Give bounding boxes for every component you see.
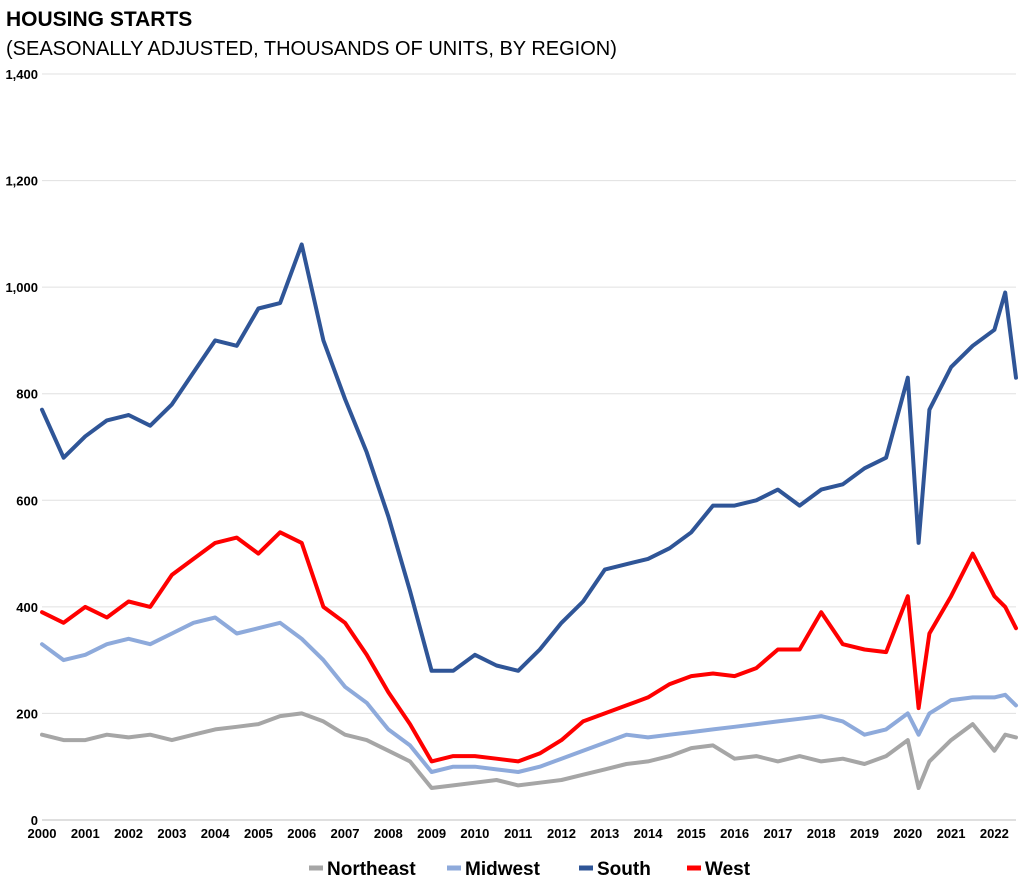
x-tick-label: 2012: [547, 826, 576, 841]
legend: Northeast Midwest South West: [309, 859, 751, 880]
legend-label-south: South: [597, 859, 651, 880]
x-tick-label: 2005: [244, 826, 273, 841]
legend-label-midwest: Midwest: [465, 859, 541, 880]
x-tick-label: 2010: [460, 826, 489, 841]
y-tick-label: 800: [16, 387, 38, 402]
y-tick-label: 1,000: [5, 280, 38, 295]
x-tick-label: 2018: [807, 826, 836, 841]
x-tick-label: 2019: [850, 826, 879, 841]
x-tick-label: 2011: [504, 826, 532, 841]
x-tick-label: 2001: [71, 826, 100, 841]
x-tick-label: 2003: [157, 826, 186, 841]
x-axis-ticks: 2000 2001 2002 2003 2004 2005 2006 2007 2008 2009…: [28, 826, 1009, 841]
series-line-midwest: [40, 615, 1018, 774]
x-tick-label: 2015: [677, 826, 706, 841]
x-tick-label: 2000: [28, 826, 57, 841]
legend-label-west: West: [705, 859, 751, 880]
y-tick-label: 1,200: [5, 174, 38, 189]
x-tick-label: 2020: [893, 826, 922, 841]
series-line-south: [40, 242, 1018, 673]
x-tick-label: 2009: [417, 826, 446, 841]
y-tick-label: 1,400: [5, 67, 38, 82]
series-line-northeast: [40, 711, 1018, 790]
x-tick-label: 2007: [331, 826, 360, 841]
x-tick-label: 2006: [287, 826, 316, 841]
y-tick-label: 200: [16, 706, 38, 721]
x-tick-label: 2002: [114, 826, 143, 841]
x-tick-label: 2008: [374, 826, 403, 841]
series-lines: [40, 242, 1018, 790]
y-tick-label: 400: [16, 600, 38, 615]
series-line-west: [40, 530, 1018, 764]
chart-subtitle: (SEASONALLY ADJUSTED, THOUSANDS OF UNITS…: [6, 38, 617, 60]
x-tick-label: 2004: [201, 826, 231, 841]
y-tick-label: 600: [16, 493, 38, 508]
gridlines: [42, 73, 1016, 821]
x-tick-label: 2016: [720, 826, 749, 841]
x-tick-label: 2013: [590, 826, 619, 841]
x-tick-label: 2021: [937, 826, 966, 841]
legend-label-northeast: Northeast: [327, 859, 416, 880]
x-tick-label: 2014: [634, 826, 664, 841]
chart-title: HOUSING STARTS: [6, 8, 193, 31]
x-tick-label: 2022: [980, 826, 1009, 841]
x-tick-label: 2017: [763, 826, 792, 841]
y-axis-ticks: 0 200 400 600 800 1,000 1,200 1,400: [5, 67, 38, 828]
y-tick-label: 0: [31, 813, 38, 828]
